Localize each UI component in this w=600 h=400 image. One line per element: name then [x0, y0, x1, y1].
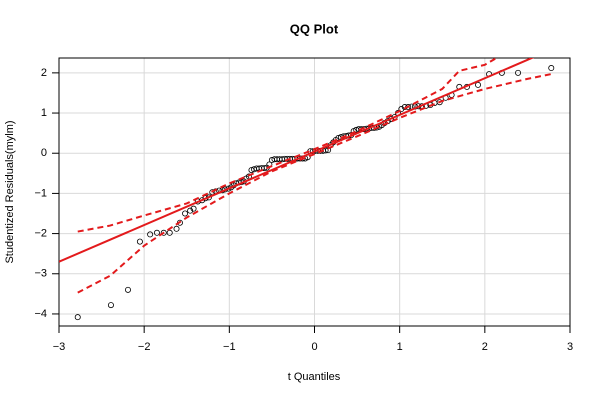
y-tick-label: 1 [41, 107, 47, 119]
chart-title: QQ Plot [290, 21, 339, 36]
point [182, 210, 189, 217]
y-tick-label: −3 [34, 268, 47, 280]
y-tick-label: −2 [34, 227, 47, 239]
y-tick-label: 0 [41, 147, 47, 159]
y-tick-label: 2 [41, 67, 47, 79]
point [190, 205, 197, 212]
x-tick-label: 2 [482, 341, 488, 353]
point [124, 286, 131, 293]
point [515, 69, 522, 76]
point [107, 302, 114, 309]
x-axis-label: t Quantiles [288, 371, 341, 383]
point [548, 65, 555, 72]
plot-frame [58, 57, 571, 327]
confidence-envelope [77, 73, 552, 294]
x-tick-label: −2 [138, 341, 151, 353]
y-tick-label: −1 [34, 187, 47, 199]
y-tick-label: −4 [34, 308, 47, 320]
point [436, 99, 443, 106]
point [74, 314, 81, 321]
point [160, 229, 167, 236]
point [166, 229, 173, 236]
point [173, 225, 180, 232]
point [187, 207, 194, 214]
point [147, 231, 154, 238]
point [136, 238, 143, 245]
point [398, 106, 405, 113]
reference-line [59, 58, 535, 263]
x-tick-label: −1 [223, 341, 236, 353]
x-tick-label: 3 [567, 341, 573, 353]
plot-area [59, 58, 555, 321]
x-tick-label: 1 [397, 341, 403, 353]
x-tick-label: 0 [311, 341, 317, 353]
y-axis-label: Studentized Residuals(mylm) [4, 120, 16, 263]
point [153, 229, 160, 236]
confidence-envelope [77, 58, 499, 233]
x-tick-label: −3 [53, 341, 66, 353]
point [475, 81, 482, 88]
